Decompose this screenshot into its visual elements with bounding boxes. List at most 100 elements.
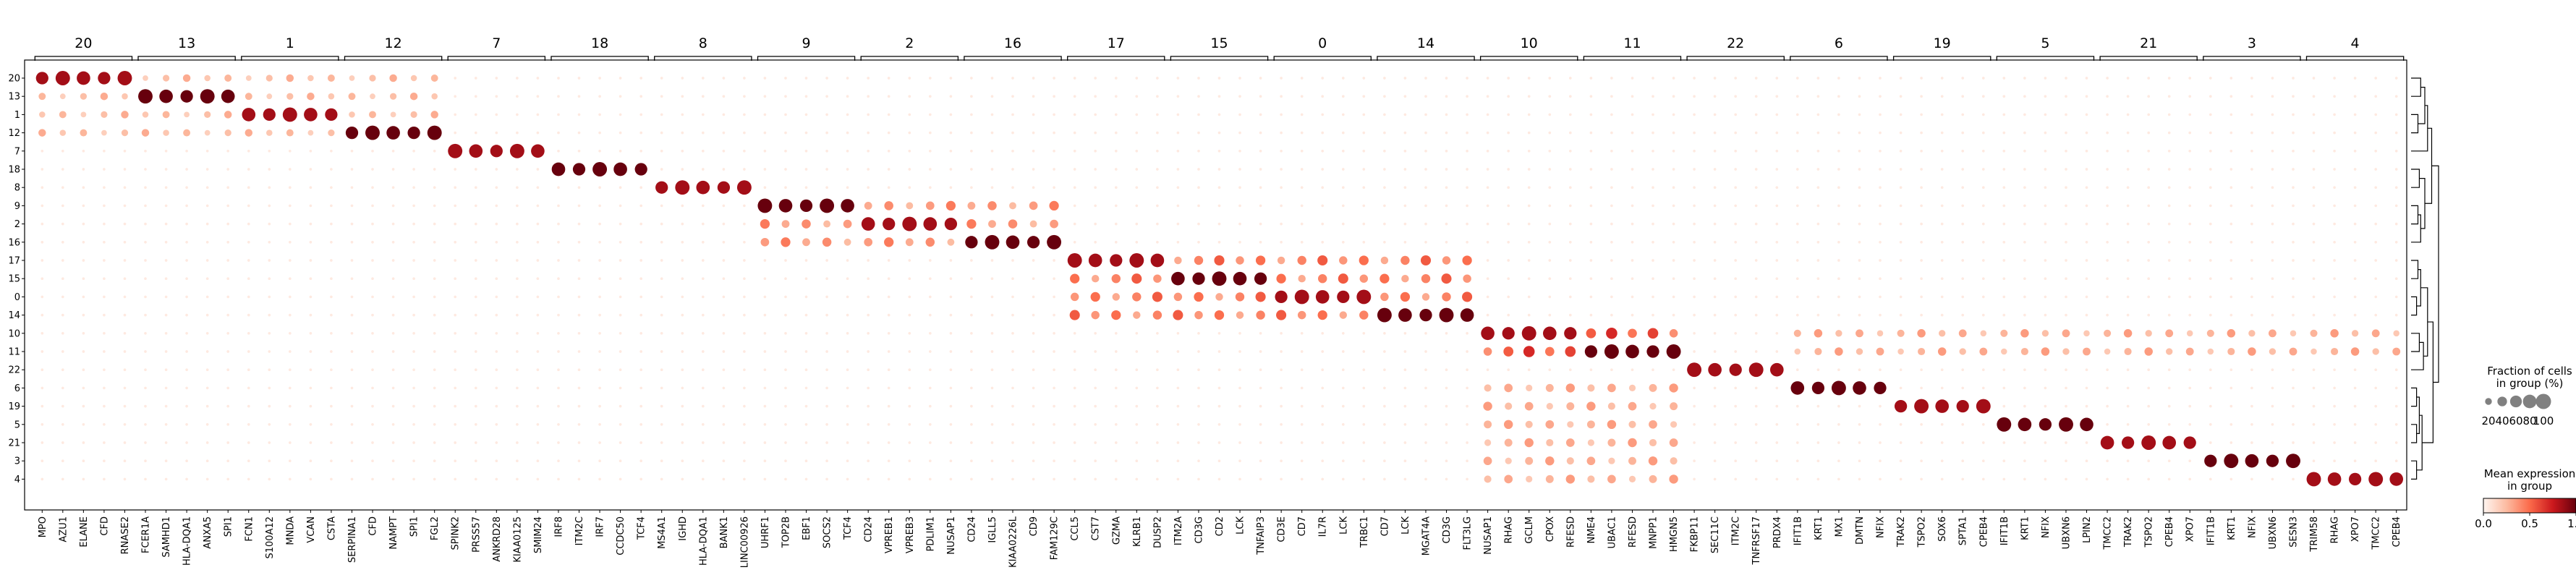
dot [2147, 404, 2151, 408]
dot [2248, 330, 2256, 337]
dot [412, 386, 415, 390]
x-tick-label: DUSP2 [1152, 516, 1163, 548]
x-tick-label: UBXN6 [2268, 516, 2279, 549]
dot [224, 129, 231, 137]
dot [1837, 441, 1840, 444]
dot [1837, 240, 1840, 244]
dot [1956, 399, 1969, 413]
dot [1652, 168, 1654, 171]
dot [1899, 77, 1903, 80]
dot [743, 422, 746, 426]
dot [1176, 240, 1180, 244]
group-bracket [1686, 56, 1785, 61]
dot [2002, 404, 2006, 408]
dot [722, 295, 726, 299]
dot [412, 204, 415, 208]
dot [1156, 240, 1159, 244]
dot [309, 350, 313, 353]
dot [660, 313, 663, 317]
dot [1526, 384, 1533, 392]
dot [516, 186, 519, 190]
dot [1403, 422, 1407, 426]
dot [2167, 240, 2171, 244]
dot [1110, 254, 1123, 267]
dot [412, 259, 415, 262]
dot [743, 441, 746, 444]
dot [474, 477, 477, 481]
dot [226, 277, 230, 281]
dot [1548, 186, 1552, 190]
dot [268, 149, 271, 153]
x-tick-label: TMCC2 [2371, 516, 2382, 550]
dot [1135, 222, 1139, 226]
dot [412, 441, 415, 444]
dot [1135, 149, 1139, 153]
dot [1940, 441, 1944, 444]
dot [266, 129, 273, 136]
dot [1566, 402, 1575, 411]
dot [205, 386, 209, 390]
dot [1383, 113, 1386, 116]
dot [1280, 113, 1283, 116]
dot [1197, 77, 1200, 80]
dot [804, 313, 808, 317]
dot [495, 277, 498, 281]
dot [1217, 95, 1221, 98]
dot [1073, 222, 1076, 226]
dot [681, 422, 684, 426]
dot [2147, 186, 2151, 190]
dot [1981, 113, 1985, 116]
dot [1979, 347, 1988, 356]
x-tick-label: SMIM24 [533, 516, 544, 553]
dot [1466, 186, 1468, 190]
dot [2333, 204, 2336, 208]
dot [2123, 329, 2133, 338]
dot [2126, 131, 2130, 135]
dot [825, 404, 828, 408]
dot [282, 107, 297, 122]
dot [1094, 240, 1097, 244]
dot [1338, 273, 1348, 284]
dot [55, 71, 70, 85]
dot [1920, 113, 1923, 116]
dot [681, 404, 684, 408]
dot [1897, 329, 1905, 337]
dot [226, 313, 230, 317]
dot [1321, 477, 1325, 481]
dot [1403, 331, 1407, 335]
dot [1566, 457, 1574, 465]
dot [577, 441, 581, 444]
dot [2044, 186, 2047, 190]
dot [330, 368, 333, 372]
dot [205, 422, 209, 426]
dot [1486, 240, 1489, 244]
dot [928, 331, 932, 335]
dot [2188, 295, 2192, 299]
dot [2002, 386, 2006, 390]
dot [2312, 386, 2316, 390]
dot [330, 222, 333, 226]
dot [1421, 293, 1430, 301]
dot [2333, 386, 2336, 390]
dot [1400, 255, 1410, 265]
dot [1238, 331, 1241, 335]
dot [2106, 277, 2109, 281]
dot [990, 186, 994, 190]
dot [1383, 186, 1386, 190]
dot [2147, 204, 2151, 208]
dot [1607, 420, 1617, 430]
dot [1652, 313, 1654, 317]
dot [1486, 222, 1489, 226]
dot [1484, 439, 1492, 446]
dot [681, 131, 684, 135]
dot [557, 95, 560, 98]
dot [2002, 113, 2006, 116]
dot [1565, 438, 1575, 447]
dot [887, 77, 890, 80]
dot [887, 149, 890, 153]
dot [1795, 95, 1799, 98]
x-tick-label: UBAC1 [1607, 516, 1618, 548]
dot [2250, 422, 2253, 426]
dot [536, 459, 540, 463]
dot [350, 168, 354, 171]
